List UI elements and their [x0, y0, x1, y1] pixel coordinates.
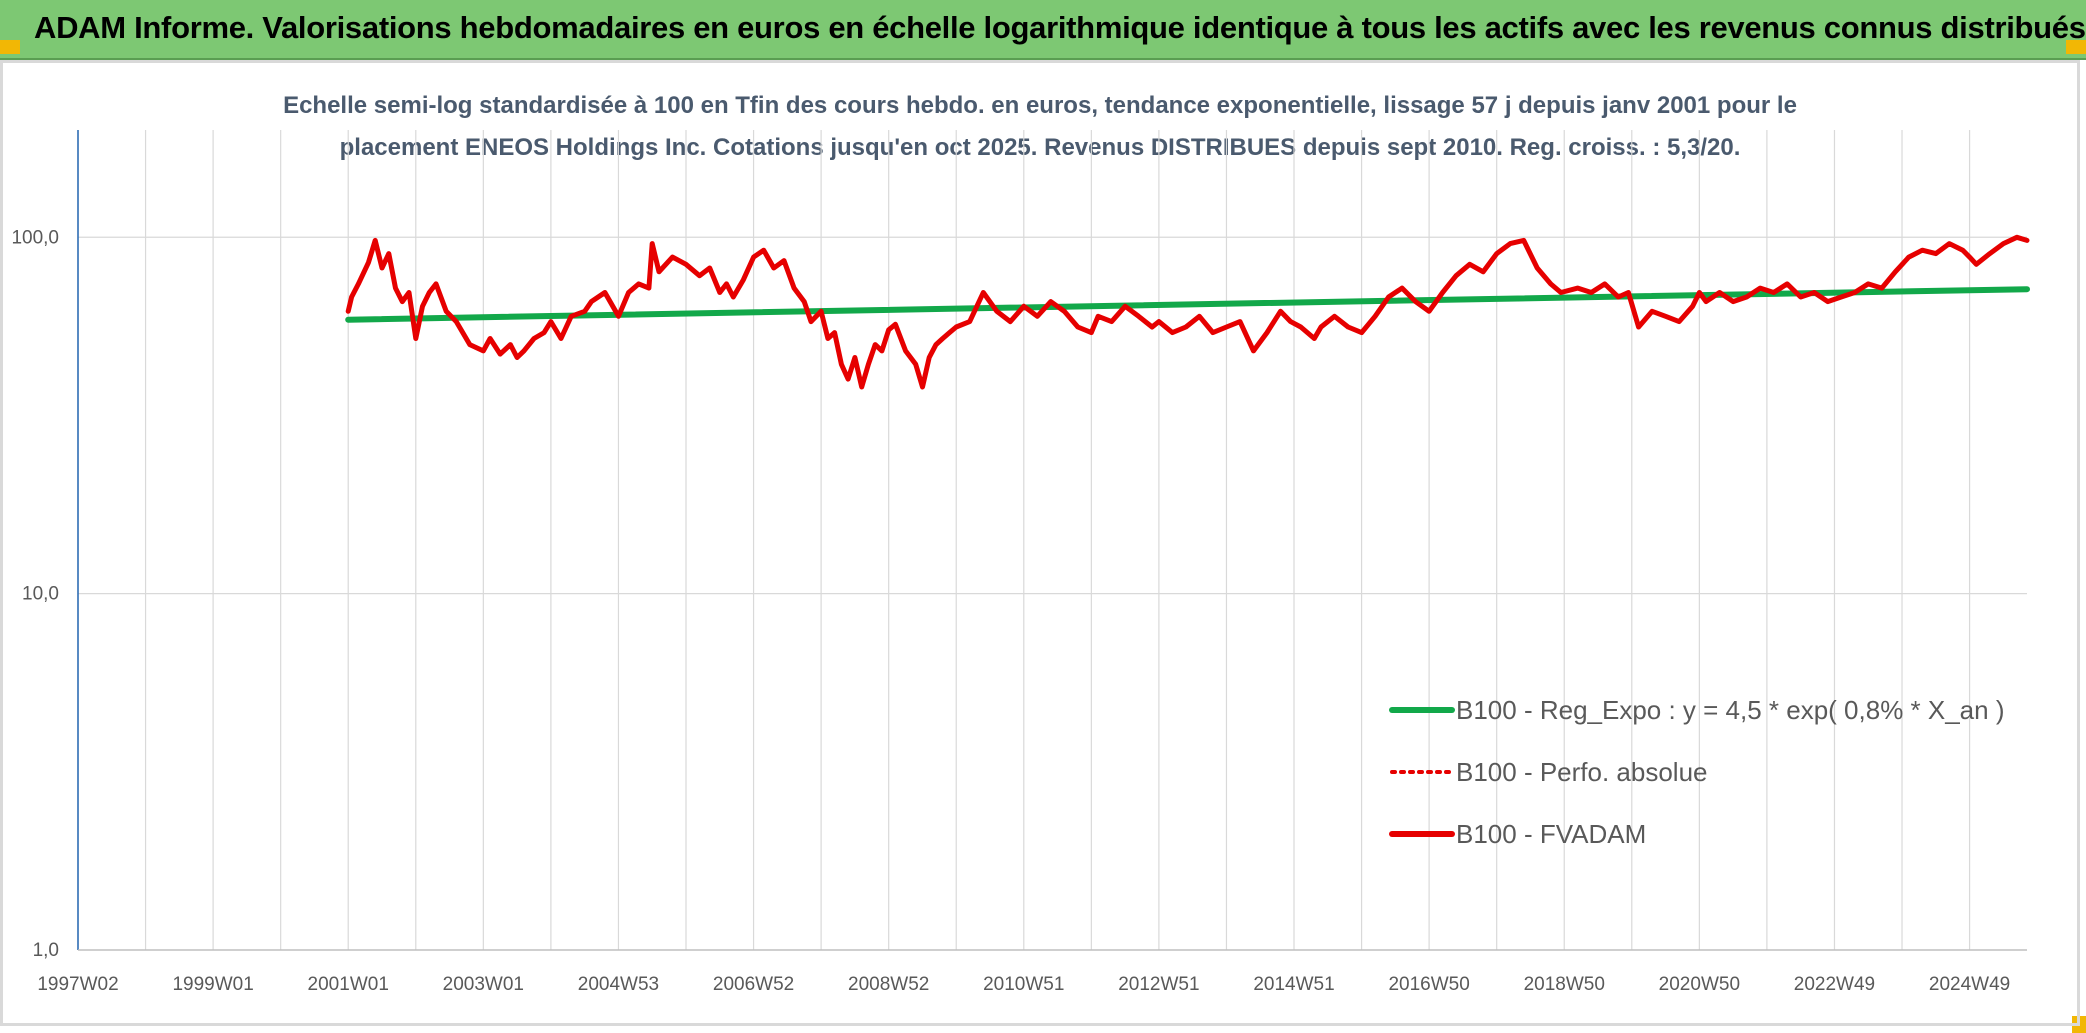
y-tick-label: 1,0: [33, 940, 59, 961]
x-tick-label: 2014W51: [1253, 974, 1334, 995]
y-tick-label: 100,0: [11, 227, 59, 248]
series-line-2: [345, 234, 2030, 390]
chart-frame: [0, 60, 2080, 1026]
x-tick-label: 2024W49: [1929, 974, 2010, 995]
legend-label-1: B100 - Perfo. absolue: [1456, 757, 1708, 787]
x-tick-label: 2004W53: [578, 974, 659, 995]
axis-layer: 1,0 10,0 100,0 1997W02 1999W01 2001W01 2003W01…: [11, 130, 2027, 995]
chart-title-line-1: Echelle semi-log standardisée à 100 en T…: [283, 92, 1797, 119]
x-tick-label: 2010W51: [983, 974, 1064, 995]
x-tick-label: 2020W50: [1659, 974, 1740, 995]
x-tick-label: 2003W01: [443, 974, 524, 995]
legend: B100 - Reg_Expo : y = 4,5 * exp( 0,8% * …: [1389, 695, 2005, 849]
corner-mark-right: [2066, 40, 2086, 54]
y-tick-label: 10,0: [22, 584, 59, 605]
x-tick-label: 2008W52: [848, 974, 929, 995]
x-tick-label: 2006W52: [713, 974, 794, 995]
page-title: ADAM Informe. Valorisations hebdomadaire…: [34, 10, 2086, 45]
series-layer: [345, 234, 2030, 390]
corner-mark-left: [0, 40, 20, 54]
x-tick-label: 1999W01: [172, 974, 253, 995]
header-bar: ADAM Informe. Valorisations hebdomadaire…: [0, 0, 2086, 60]
x-tick-label: 2022W49: [1794, 974, 1875, 995]
x-tick-label: 2012W51: [1118, 974, 1199, 995]
x-tick-label: 2018W50: [1524, 974, 1605, 995]
legend-label-2: B100 - FVADAM: [1456, 819, 1646, 849]
legend-label-0: B100 - Reg_Expo : y = 4,5 * exp( 0,8% * …: [1456, 695, 2005, 725]
x-tick-label: 1997W02: [37, 974, 118, 995]
x-tick-label: 2001W01: [308, 974, 389, 995]
x-tick-label: 2016W50: [1388, 974, 1469, 995]
chart-title-line-2: placement ENEOS Holdings Inc. Cotations …: [339, 134, 1741, 161]
